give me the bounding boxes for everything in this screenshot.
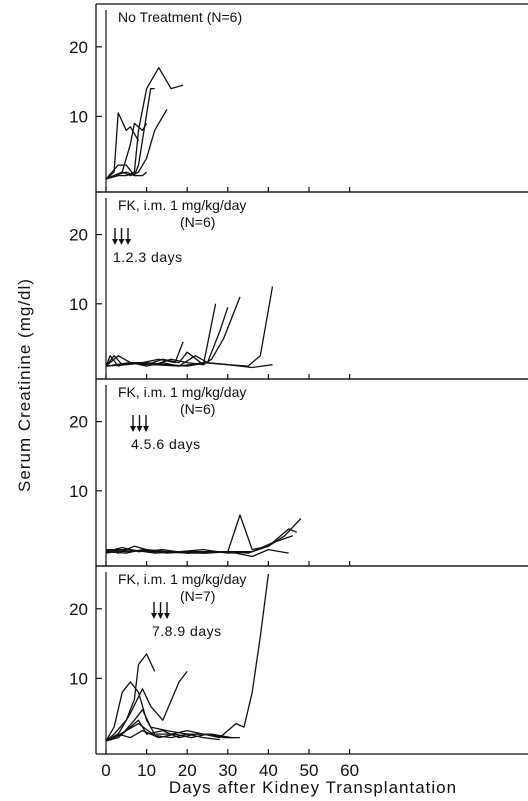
series-line-6: [105, 361, 273, 369]
y-tick-label: 20: [69, 38, 88, 57]
x-tick-label: 0: [101, 761, 110, 780]
dose-arrow: [125, 228, 131, 245]
panel-title: FK, i.m. 1 mg/kg/day: [118, 571, 246, 587]
y-tick-label: 10: [69, 482, 88, 501]
panel-3: 10 20 FK, i.m. 1 mg/kg/day(N=6) 4.5.6 days: [69, 378, 528, 567]
series-line-4: [105, 67, 184, 180]
x-tick-label: 20: [178, 761, 197, 780]
series-line-1: [105, 303, 217, 367]
series-line-2: [105, 653, 156, 742]
y-tick-label: 10: [69, 295, 88, 314]
panel-n-label: (N=7): [180, 588, 215, 604]
x-axis-title: Days after Kidney Transplantation: [169, 778, 457, 797]
dose-arrow: [164, 602, 170, 619]
dose-arrow: [157, 602, 164, 619]
series-line-2: [105, 87, 155, 180]
dose-arrow: [112, 228, 118, 245]
panel-n-label: (N=6): [180, 214, 215, 230]
series-line-6: [105, 548, 241, 554]
y-tick-label: 10: [69, 669, 88, 688]
dose-arrow: [143, 415, 149, 432]
dose-days-label: 7.8.9 days: [152, 623, 222, 639]
panel-4: 10 20 FK, i.m. 1 mg/kg/day(N=7) 7.8.9 days: [69, 565, 528, 755]
x-tick-label: 30: [218, 761, 237, 780]
y-axis-title: Serum Creatinine (mg/dl): [15, 278, 34, 492]
x-axis: 0 10 20 30 40 50 60: [101, 761, 359, 780]
series-line-3: [105, 671, 188, 742]
panels: 10 20 No Treatment (N=6) 10 20 FK, i.m. 1 mg/…: [69, 3, 528, 755]
dose-days-label: 1.2.3 days: [113, 249, 183, 265]
dose-arrow: [151, 602, 157, 619]
series-line-1: [106, 514, 302, 554]
panel-2: 10 20 FK, i.m. 1 mg/kg/day(N=6) 1.2.3 days: [69, 191, 528, 380]
series-line-6: [105, 171, 148, 180]
y-tick-label: 10: [69, 107, 88, 126]
panel-title: No Treatment (N=6): [118, 9, 242, 25]
dose-arrow: [130, 415, 136, 432]
x-tick-label: 60: [340, 761, 359, 780]
dose-arrow: [118, 228, 125, 245]
series-line-7: [105, 729, 240, 742]
y-tick-label: 20: [69, 600, 88, 619]
x-tick-label: 50: [300, 761, 319, 780]
dose-arrow: [136, 415, 143, 432]
x-tick-label: 40: [259, 761, 278, 780]
dose-days-label: 4.5.6 days: [131, 436, 201, 452]
panel-1: 10 20 No Treatment (N=6): [69, 3, 528, 193]
y-tick-label: 20: [69, 413, 88, 432]
x-tick-label: 10: [137, 761, 156, 780]
series-line-1: [105, 112, 140, 180]
panel-title: FK, i.m. 1 mg/kg/day: [118, 384, 246, 400]
y-tick-label: 20: [69, 226, 88, 245]
series-line-5: [105, 548, 249, 554]
panel-n-label: (N=6): [180, 401, 215, 417]
panel-title: FK, i.m. 1 mg/kg/day: [118, 197, 246, 213]
